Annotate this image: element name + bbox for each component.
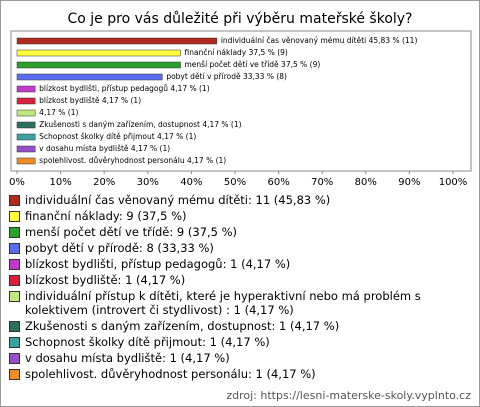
legend-label: blízkost bydlišti, přístup pedagogů: 1 (… [25, 257, 291, 271]
x-tick-label: 60% [267, 177, 289, 188]
bar [16, 61, 181, 69]
legend-swatch [9, 275, 20, 286]
bar-label: v dosahu místa bydliště 4,17 % (1) [39, 144, 170, 153]
bar-label: blízkost bydliště 4,17 % (1) [39, 96, 141, 105]
legend-swatch [9, 211, 20, 222]
bar [16, 85, 36, 93]
bar-label: blízkost bydlišti, přístup pedagogů 4,17… [39, 84, 210, 93]
bar [16, 109, 36, 117]
legend-label: blízkost bydliště: 1 (4,17 %) [25, 273, 186, 287]
bar-label: finanční náklady 37,5 % (9) [185, 48, 288, 57]
bar-label: menší počet dětí ve třídě 37,5 % (9) [185, 60, 321, 69]
bar-label: spolehlivost. důvěryhodnost personálu 4,… [39, 156, 226, 165]
bar-label: Zkušenosti s daným zařízením, dostupnost… [39, 120, 241, 129]
legend-label: individuální přístup k dítěti, které je … [25, 289, 421, 317]
chart-title: Co je pro vás důležité při výběru mateřs… [67, 11, 412, 27]
legend-swatch [9, 243, 20, 254]
legend-swatch [9, 353, 20, 364]
bar-label: 4,17 % (1) [39, 108, 78, 117]
legend-item: spolehlivost. důvěryhodnost personálu: 1… [9, 367, 471, 381]
bar-label: pobyt dětí v přírodě 33,33 % (8) [166, 72, 287, 81]
legend-swatch [9, 291, 20, 302]
x-tick-label: 80% [355, 177, 377, 188]
legend-swatch [9, 259, 20, 270]
legend-item: individuální čas věnovaný mému dítěti: 1… [9, 193, 471, 207]
bar [16, 73, 163, 81]
legend-item: pobyt dětí v přírodě: 8 (33,33 %) [9, 241, 471, 255]
chart: Co je pro vás důležité při výběru mateřs… [9, 11, 472, 188]
legend-item: Schopnost školky dítě přijmout: 1 (4,17 … [9, 335, 471, 349]
legend-swatch [9, 321, 20, 332]
bar [16, 133, 36, 141]
legend-swatch [9, 195, 20, 206]
legend-item: v dosahu místa bydliště: 1 (4,17 %) [9, 351, 471, 365]
bar [16, 157, 36, 165]
legend-swatch [9, 369, 20, 380]
x-tick-label: 100% [439, 177, 468, 188]
legend-item: menší počet dětí ve třídě: 9 (37,5 %) [9, 225, 471, 239]
legend-swatch [9, 227, 20, 238]
legend-item: individuální přístup k dítěti, které je … [9, 289, 471, 317]
bar [16, 49, 181, 57]
bar [16, 121, 36, 129]
legend: individuální čas věnovaný mému dítěti: 1… [9, 193, 471, 383]
source: zdroj: https://lesni-materske-skoly.vypl… [226, 389, 471, 402]
x-tick-label: 50% [224, 177, 246, 188]
x-tick-label: 10% [49, 177, 71, 188]
legend-label: Zkušenosti s daným zařízením, dostupnost… [25, 319, 340, 333]
bar-label: Schopnost školky dítě přijmout 4,17 % (1… [39, 132, 196, 141]
legend-swatch [9, 337, 20, 348]
bar [16, 37, 218, 45]
bar [16, 97, 36, 105]
legend-item: blízkost bydliště: 1 (4,17 %) [9, 273, 471, 287]
legend-label: menší počet dětí ve třídě: 9 (37,5 %) [25, 225, 238, 239]
bar [16, 145, 36, 153]
x-tick-label: 20% [93, 177, 115, 188]
legend-label: individuální čas věnovaný mému dítěti: 1… [25, 193, 331, 207]
x-tick-label: 70% [311, 177, 333, 188]
legend-label: spolehlivost. důvěryhodnost personálu: 1… [25, 367, 316, 381]
plot-frame [10, 30, 472, 172]
legend-item: Zkušenosti s daným zařízením, dostupnost… [9, 319, 471, 333]
legend-label: finanční náklady: 9 (37,5 %) [25, 209, 187, 223]
x-tick-label: 0% [9, 177, 25, 188]
x-tick-label: 90% [398, 177, 420, 188]
legend-item: finanční náklady: 9 (37,5 %) [9, 209, 471, 223]
bar-label: individuální čas věnovaný mému dítěti 45… [221, 36, 418, 45]
x-tick-label: 40% [180, 177, 202, 188]
legend-label: Schopnost školky dítě přijmout: 1 (4,17 … [25, 335, 270, 349]
x-tick-label: 30% [137, 177, 159, 188]
legend-label: v dosahu místa bydliště: 1 (4,17 %) [25, 351, 230, 365]
legend-item: blízkost bydlišti, přístup pedagogů: 1 (… [9, 257, 471, 271]
legend-label: pobyt dětí v přírodě: 8 (33,33 %) [25, 241, 214, 255]
